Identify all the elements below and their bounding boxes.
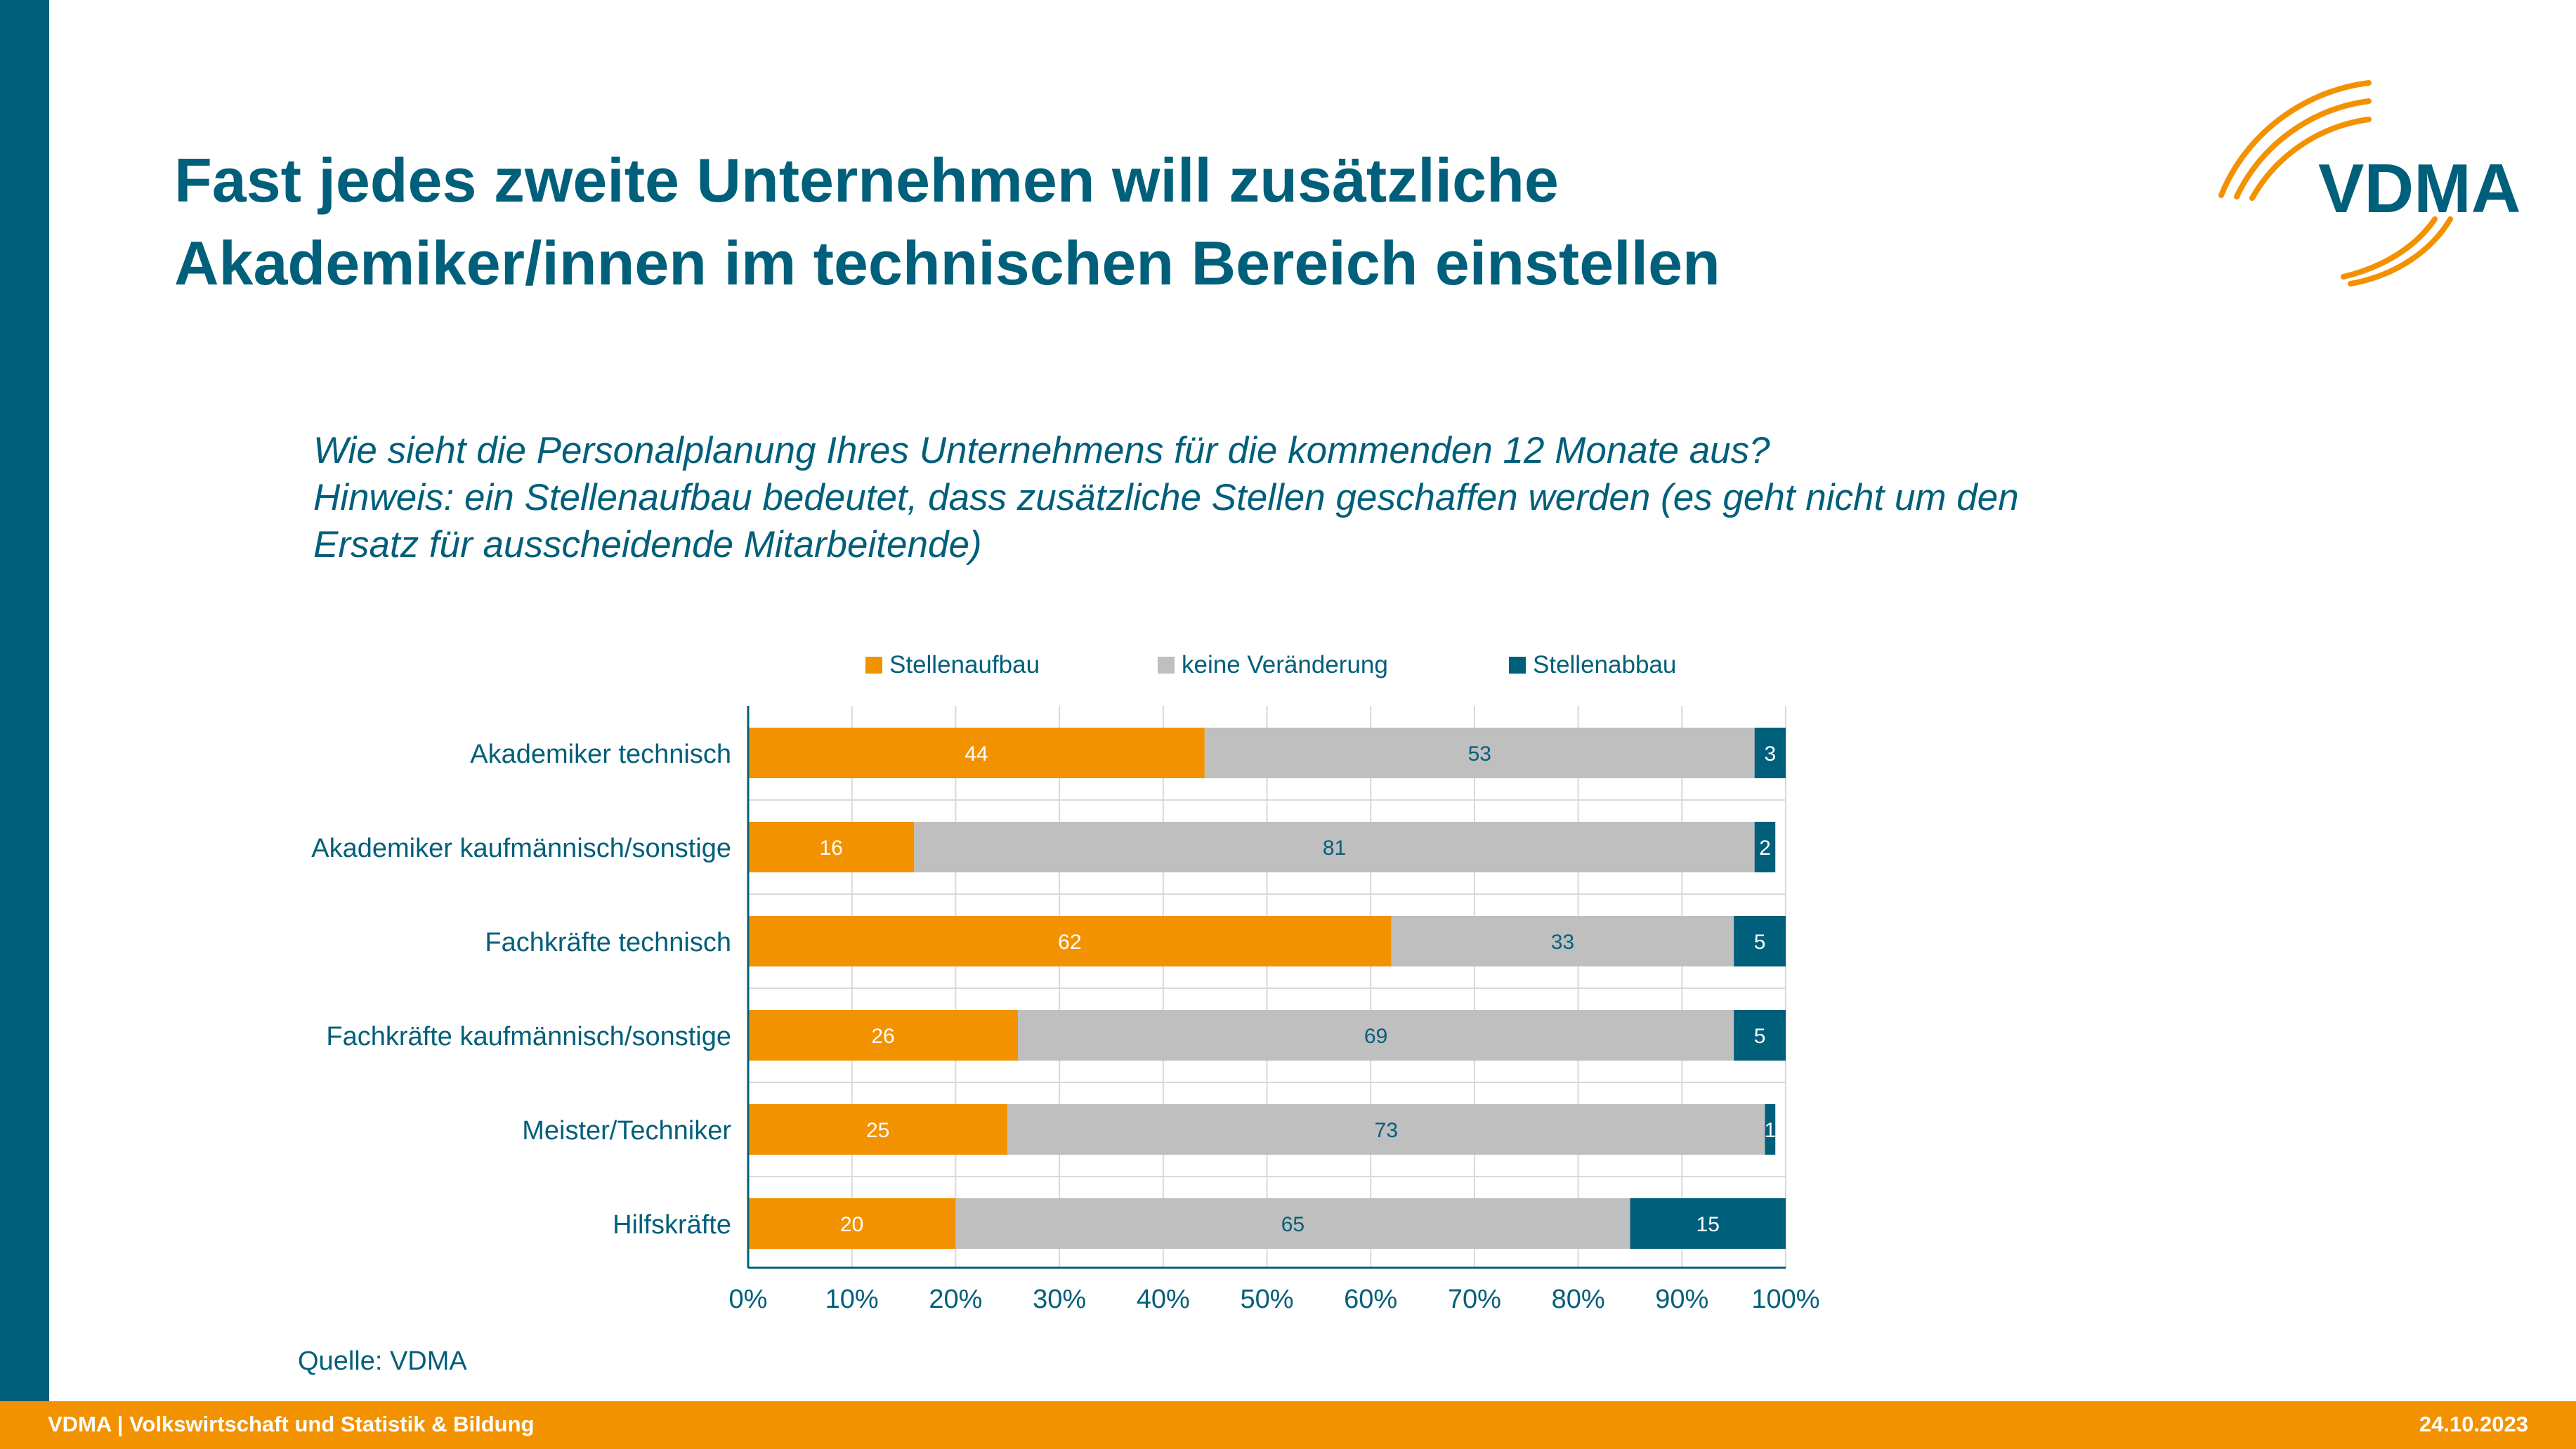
bar-segment bbox=[1765, 1104, 1776, 1155]
bar-segment bbox=[1734, 1010, 1786, 1061]
source-note: Quelle: VDMA bbox=[298, 1346, 467, 1376]
x-tick-label: 30% bbox=[1033, 1285, 1086, 1314]
bar-segment bbox=[1204, 728, 1755, 778]
x-tick-label: 80% bbox=[1552, 1285, 1605, 1314]
x-tick-label: 90% bbox=[1655, 1285, 1708, 1314]
bar-value-label: 2 bbox=[1759, 837, 1771, 860]
x-tick-label: 100% bbox=[1751, 1285, 1819, 1314]
bar-value-label: 65 bbox=[1281, 1213, 1305, 1236]
survey-question-line-1: Wie sieht die Personalplanung Ihres Unte… bbox=[313, 430, 1770, 471]
x-tick-label: 40% bbox=[1137, 1285, 1190, 1314]
survey-question: Wie sieht die Personalplanung Ihres Unte… bbox=[313, 427, 2210, 568]
chart-legend: Stellenaufbau keine Veränderung Stellenabb… bbox=[865, 651, 1676, 678]
legend-swatch bbox=[865, 657, 882, 674]
bar-segment bbox=[748, 1104, 1008, 1155]
bar-segment bbox=[748, 822, 915, 872]
x-tick-label: 10% bbox=[825, 1285, 879, 1314]
bar-segment bbox=[1391, 916, 1734, 966]
category-label: Akademiker kaufmännisch/sonstige bbox=[311, 834, 731, 863]
category-label: Fachkräfte technisch bbox=[485, 928, 731, 957]
page-title: Fast jedes zweite Unternehmen will zusät… bbox=[174, 139, 2071, 305]
legend-swatch bbox=[1158, 657, 1175, 674]
bar-segment bbox=[1734, 916, 1786, 966]
category-label: Meister/Techniker bbox=[522, 1116, 731, 1146]
bar-value-label: 81 bbox=[1323, 837, 1346, 860]
x-tick-label: 0% bbox=[729, 1285, 768, 1314]
bar-value-label: 69 bbox=[1364, 1025, 1387, 1048]
logo-arcs-icon bbox=[2218, 80, 2453, 287]
page-title-line-1: Fast jedes zweite Unternehmen will zusät… bbox=[174, 145, 1559, 215]
bar-value-label: 5 bbox=[1754, 1025, 1766, 1048]
x-tick-label: 50% bbox=[1240, 1285, 1293, 1314]
bar-value-label: 5 bbox=[1754, 931, 1766, 954]
bar-segment bbox=[1630, 1198, 1786, 1249]
bar-segment bbox=[1754, 728, 1786, 778]
x-tick-label: 70% bbox=[1448, 1285, 1501, 1314]
bar-value-label: 73 bbox=[1375, 1119, 1398, 1142]
bar-segment bbox=[748, 916, 1392, 966]
survey-question-line-3: Ersatz für ausscheidende Mitarbeitende) bbox=[313, 524, 982, 565]
chart-x-tick-labels: 0% 10% 20% 30% 40% 50% 60% 70% 80% 90% 100% bbox=[729, 1285, 1820, 1314]
logo-text: VDMA bbox=[2318, 150, 2521, 227]
bar-value-label: 20 bbox=[840, 1213, 863, 1236]
bar-value-label: 25 bbox=[866, 1119, 889, 1142]
page-title-line-2: Akademiker/innen im technischen Bereich … bbox=[174, 228, 1720, 298]
footer-date: 24.10.2023 bbox=[2419, 1412, 2528, 1436]
chart-bars: 44 53 3 16 81 2 62 33 5 26 69 5 25 73 1 20 65 15 bbox=[748, 728, 1786, 1249]
footer-organisation: VDMA | Volkswirtschaft und Statistik & B… bbox=[48, 1412, 535, 1436]
bar-segment bbox=[1007, 1104, 1765, 1155]
bar-segment bbox=[914, 822, 1755, 872]
bar-value-label: 62 bbox=[1058, 931, 1081, 954]
bar-value-label: 1 bbox=[1765, 1119, 1777, 1142]
x-tick-label: 60% bbox=[1344, 1285, 1397, 1314]
chart-axes bbox=[747, 706, 1786, 1269]
bar-value-label: 15 bbox=[1696, 1213, 1720, 1236]
chart-category-labels: Akademiker technisch Akademiker kaufmänni… bbox=[311, 740, 731, 1240]
bar-segment bbox=[748, 1010, 1019, 1061]
vdma-logo: VDMA bbox=[2218, 80, 2521, 287]
bar-value-label: 26 bbox=[871, 1025, 894, 1048]
survey-question-line-2: Hinweis: ein Stellenaufbau bedeutet, das… bbox=[313, 477, 2019, 518]
legend-swatch bbox=[1509, 657, 1526, 674]
category-label: Fachkräfte kaufmännisch/sonstige bbox=[326, 1022, 731, 1051]
category-label: Hilfskräfte bbox=[613, 1210, 731, 1240]
bar-segment bbox=[955, 1198, 1630, 1249]
bar-segment bbox=[1018, 1010, 1734, 1061]
chart-gridlines bbox=[748, 706, 1786, 1268]
category-label: Akademiker technisch bbox=[470, 740, 731, 769]
legend-label: Stellenaufbau bbox=[889, 651, 1040, 678]
bar-value-label: 16 bbox=[819, 837, 842, 860]
bar-value-label: 44 bbox=[965, 742, 988, 766]
legend-label: Stellenabbau bbox=[1533, 651, 1676, 678]
footer-bar: VDMA | Volkswirtschaft und Statistik & B… bbox=[0, 1401, 2576, 1449]
bar-value-label: 3 bbox=[1765, 742, 1777, 766]
bar-segment bbox=[1754, 822, 1776, 872]
bar-value-label: 33 bbox=[1551, 931, 1574, 954]
left-accent-stripe bbox=[0, 0, 49, 1401]
legend-label: keine Veränderung bbox=[1182, 651, 1388, 678]
bar-segment bbox=[748, 728, 1205, 778]
bar-value-label: 53 bbox=[1468, 742, 1491, 766]
bar-segment bbox=[748, 1198, 956, 1249]
x-tick-label: 20% bbox=[929, 1285, 982, 1314]
